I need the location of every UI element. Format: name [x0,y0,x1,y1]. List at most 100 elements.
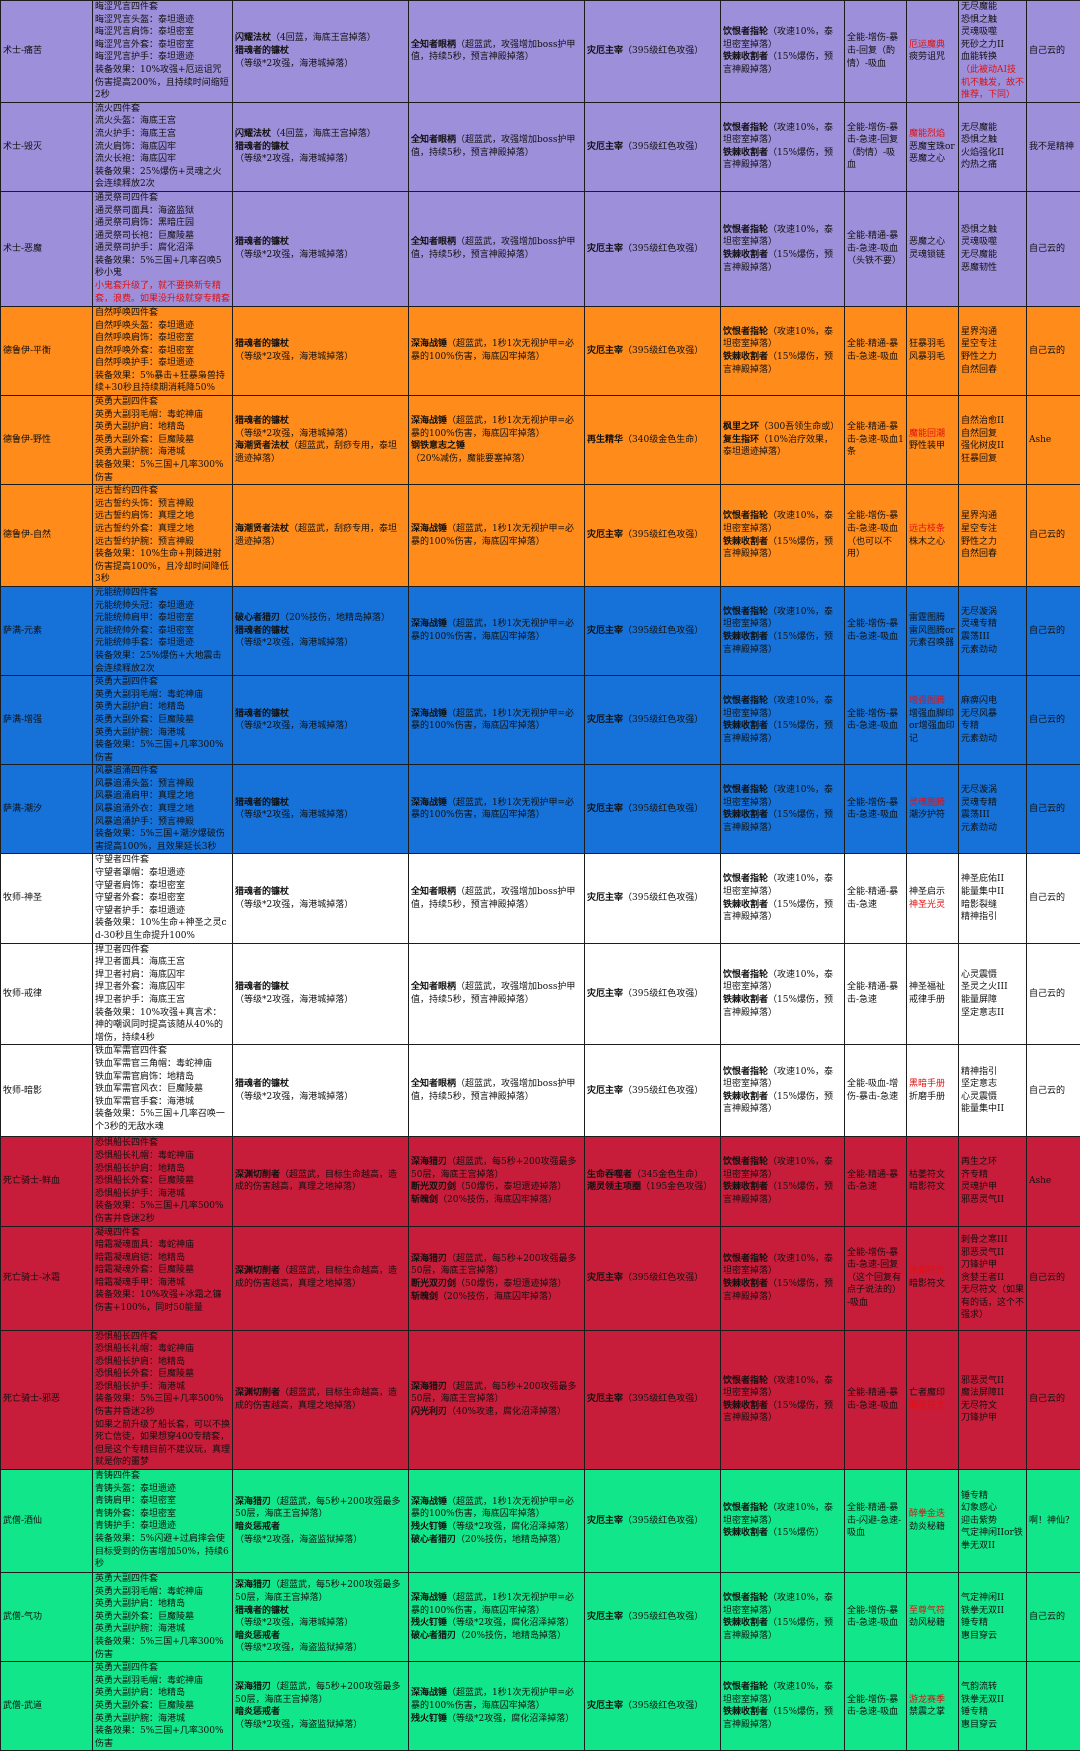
offhand-item-desc: （20%技伤，地精岛掉落） [456,1535,566,1545]
set-bonus: 装备效果：10%攻强+厄运诅咒伤害提高200%，且持续时间缩短2秒 [95,64,230,102]
ring-cell: 饮恨者指轮（攻速10%，泰坦密室掉落）铁棘收割者（15%爆伤，预言神殿掉落） [721,676,845,765]
trinket-cell: 神圣福祉戒律手册 [907,943,959,1045]
talent-item: 幻象感心 [961,1502,1024,1515]
offhand-cell: 深海战锤（超蓝武，1秒1次无视护甲=必暴的100%伤害，海底囚牢掉落） [409,485,585,587]
talent-item-desc: 恶魔韧性 [961,263,997,273]
talent-item: 能量屏障 [961,994,1024,1007]
set-title: 英勇大副四件套 [95,1662,230,1675]
mainhand-item-name: 深渊切削者 [235,1170,280,1180]
talent-item-desc: 无尽符文 [961,1401,997,1411]
necklace-item-desc: （345金色生命） [632,1170,703,1180]
class-spec-cell: 术士-毁灭 [1,102,93,191]
necklace-cell: 灾厄主宰（395级红色攻强） [585,485,721,587]
source-note: 啊！神仙？ [1029,1516,1074,1526]
table-row: 萨满-元素元能统帅四件套元能统帅头冠：泰坦遗迹元能统帅肩甲：泰坦密室元能统帅外套… [1,586,1080,675]
necklace-item: 生命吞噬者（345金色生命） [587,1169,718,1182]
class-spec-name: 萨满-增强 [3,715,42,725]
necklace-item-name: 灾厄主宰 [587,715,623,725]
offhand-item-name: 破心者猎刃 [411,1535,456,1545]
source-cell: 自己云的 [1027,191,1080,306]
stat-priority-cell: 全能-增伤-暴击-急速-吸血 [845,676,907,765]
class-spec-name: 武僧-酒仙 [3,1516,42,1526]
talent-item: 迎击紫势 [961,1515,1024,1528]
set-cell: 晦涩咒言四件套晦涩咒言头盔：泰坦遗迹晦涩咒言肩饰：泰坦密室晦涩咒言外套：泰坦密室… [93,1,233,103]
ring-item-name: 铁棘收割者 [723,352,768,362]
set-part: 铁血军需官风衣：巨魔陵墓 [95,1083,230,1096]
ring-cell: 饮恨者指轮（攻速10%，泰坦密室掉落）铁棘收割者（15%爆伤，预言神殿掉落） [721,1662,845,1751]
offhand-item-name: 残火钉锤 [411,1618,447,1628]
talent-item: 元素劲动 [961,733,1024,746]
talent-item-desc: 刀锋护甲 [961,1260,997,1270]
set-title: 恐惧船长四件套 [95,1331,230,1344]
offhand-item-name: 全知者眼柄 [411,887,456,897]
talent-item-desc: 恐惧之触 [961,15,997,25]
trinket-cell: 魔能回潮野性装甲 [907,396,959,485]
trinket-cell: 增强图腾增强血脚印or增强血印记 [907,676,959,765]
ring-cell: 饮恨者指轮（攻速10%，泰坦密室掉落）铁棘收割者（15%爆伤，预言神殿掉落） [721,191,845,306]
talent-item-desc: 无尽漩涡 [961,785,997,795]
offhand-item-desc: （20%技伤，海底囚牢掉落） [438,1292,557,1302]
talent-item: 强化树皮II [961,440,1024,453]
trinket-item: 劲风秘籍 [909,1617,956,1630]
talent-item: 无尽风暴 [961,708,1024,721]
talent-item-desc: 星空专注 [961,339,997,349]
talent-item-desc: 麻痹闪电 [961,696,997,706]
set-part: 风暴追涌外衣：真理之地 [95,803,230,816]
trinket-cell: 恶魔之心灵魂锁链 [907,191,959,306]
talent-item-desc: 能量集中II [961,887,1004,897]
talent-item: 邪恶灵气II [961,1375,1024,1388]
talent-item-desc: 震荡III [961,632,990,642]
necklace-item-desc: （395级红色攻强） [623,46,703,56]
source-cell: 自己云的 [1027,943,1080,1045]
mainhand-item-name: 破心者猎刃 [235,613,280,623]
ring-cell: 饮恨者指轮（攻速10%，泰坦密室掉落）铁棘收割者（15%爆伤，预言神殿掉落） [721,943,845,1045]
offhand-item-desc: （等级*2攻强，腐化沼泽掉落） [447,1618,574,1628]
mainhand-item: 深海猎刃（超蓝武，每5秒+200攻强最多50层，海底王宫掉落） [235,1681,406,1706]
offhand-item-desc: （20%技伤，海底囚牢掉落） [438,1195,557,1205]
talent-item: 铁拳无双II [961,1694,1024,1707]
ring-item: 铁棘收割者（15%爆伤，预言神殿掉落） [723,809,842,834]
set-part: 恐惧船长护肩：地精岛 [95,1163,230,1176]
talent-item: 星界沟通 [961,326,1024,339]
ring-cell: 饮恨者指轮（攻速10%，泰坦密室掉落）铁棘收割者（15%爆伤，预言神殿掉落） [721,586,845,675]
set-part: 守望者肩饰：泰坦密室 [95,880,230,893]
ring-item: 饮恨者指轮（攻速10%，泰坦密室掉落） [723,1375,842,1400]
necklace-cell: 灾厄主宰（395级红色攻强） [585,765,721,854]
set-part: 青铸肩甲：泰坦密室 [95,1495,230,1508]
talent-item: 气定神闲II [961,1592,1024,1605]
trinket-item-desc: 雷霆图腾 [909,613,945,623]
talent-item: 铁拳无双II [961,1605,1024,1618]
trinket-item: 黑暗手册 [909,1078,956,1091]
trinket-item: 神圣光灵 [909,899,956,912]
trinket-item-desc: 邪恶符文 [909,1401,945,1411]
mainhand-item-name: 深海猎刃 [235,1497,271,1507]
necklace-item: 潮灵领主项圈（195金色攻强） [587,1181,718,1194]
class-spec-name: 武僧-武道 [3,1701,42,1711]
source-note: Ashe [1029,1176,1051,1186]
set-title: 自然呼唤四件套 [95,307,230,320]
mainhand-item-desc: （等级*2攻强，海港城掉落） [235,1618,353,1628]
set-part: 暗霜凝魂外套：巨魔陵墓 [95,1264,230,1277]
talent-item: 血能转换 [961,51,1024,64]
set-title: 青铸四件套 [95,1470,230,1483]
talent-cell: 再生之环齐专精灵魂护甲邪恶灵气II [959,1137,1027,1226]
talent-item-desc: 星界沟通 [961,511,997,521]
mainhand-cell: 猎魂者的镰杖（等级*2攻强，海港城掉落） [233,1045,409,1137]
set-bonus: 装备效果：10%攻强+冰霜之镰伤害+100%，同时50能量 [95,1289,230,1314]
trinket-item: 禁震之掌 [909,1706,956,1719]
class-spec-cell: 萨满-元素 [1,586,93,675]
ring-item-name: 铁棘收割者 [723,1092,768,1102]
necklace-item-name: 灾厄主宰 [587,1701,623,1711]
necklace-item-desc: （395级红色攻强） [623,346,703,356]
talent-item: 震荡III [961,631,1024,644]
stat-priority: 全能-增伤-暴击-急速-吸血 [847,1606,898,1629]
necklace-item: 灾厄主宰（395级红色攻强） [587,625,718,638]
class-spec-cell: 死亡骑士-冰霜 [1,1226,93,1330]
set-cell: 远古誓约四件套远古誓约头饰：预言神殿远古誓约肩饰：真理之地远古誓约外套：真理之地… [93,485,233,587]
class-spec-name: 德鲁伊-自然 [3,530,51,540]
mainhand-item-desc: （等级*2攻强，海港城掉落） [235,1092,353,1102]
ring-item: 铁棘收割者（15%爆伤，预言神殿掉落） [723,1091,842,1116]
table-row: 牧师-暗影铁血军需官四件套铁血军需官三角帽：毒蛇神庙铁血军需官肩饰：地精岛铁血军… [1,1045,1080,1137]
talent-item-desc: 死砂之力II [961,40,1004,50]
